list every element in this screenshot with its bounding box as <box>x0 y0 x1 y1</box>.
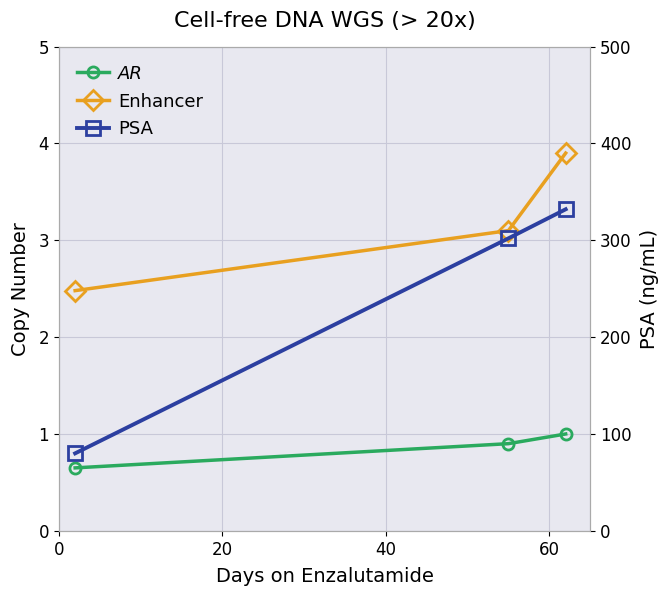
Y-axis label: Copy Number: Copy Number <box>11 221 30 356</box>
Y-axis label: PSA (ng/mL): PSA (ng/mL) <box>640 229 659 349</box>
Legend: AR, Enhancer, PSA: AR, Enhancer, PSA <box>68 56 212 147</box>
X-axis label: Days on Enzalutamide: Days on Enzalutamide <box>216 567 433 586</box>
Title: Cell-free DNA WGS (> 20x): Cell-free DNA WGS (> 20x) <box>174 11 476 31</box>
